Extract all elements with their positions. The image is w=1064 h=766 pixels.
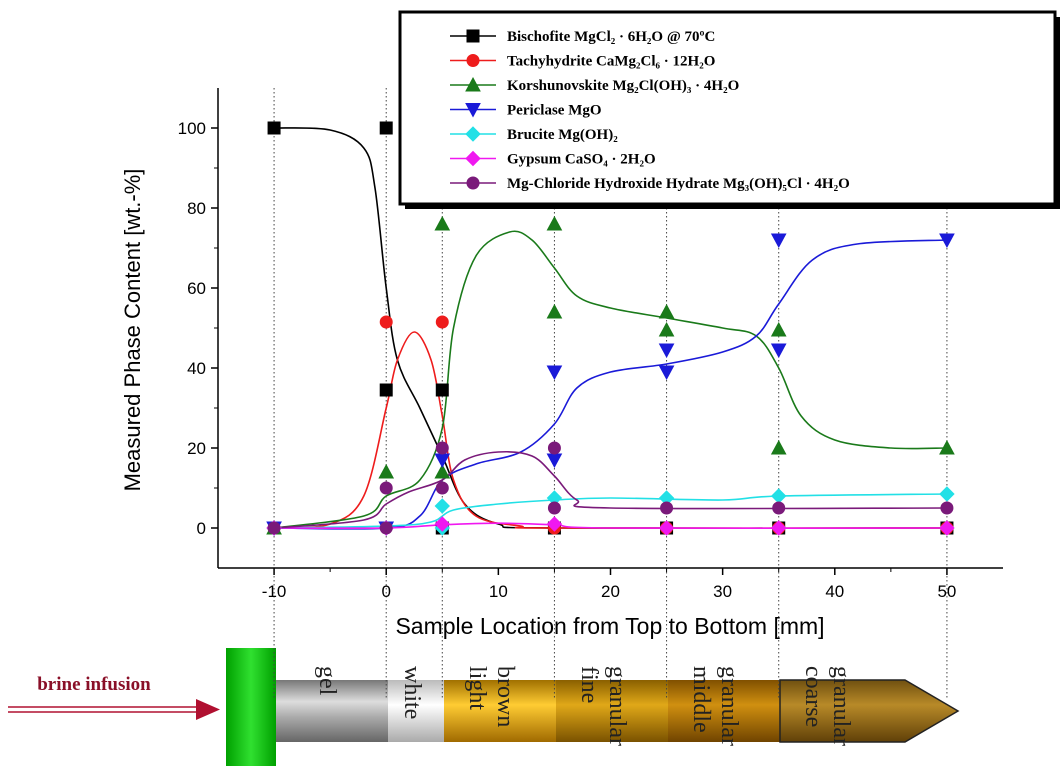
marker (379, 121, 393, 135)
marker (465, 126, 481, 142)
marker (940, 501, 954, 515)
x-tick-label: 20 (601, 582, 620, 601)
x-tick-label: -10 (262, 582, 287, 601)
legend-label: Korshunovskite Mg₂Cl(OH)₃ · 4H₂O (507, 78, 739, 94)
rod-cap (226, 648, 276, 766)
legend-box (398, 10, 1057, 206)
sample-rod: brine infusion gel white light brown fine gra… (8, 648, 960, 766)
marker (434, 498, 450, 514)
x-tick-label: 40 (825, 582, 844, 601)
y-tick-label: 0 (197, 519, 206, 538)
legend-label: Mg-Chloride Hydroxide Hydrate Mg₃(OH)₅Cl… (507, 176, 850, 192)
y-tick-label: 60 (187, 279, 206, 298)
zone-gel (276, 680, 388, 742)
x-tick-label: 30 (713, 582, 732, 601)
marker (939, 233, 955, 249)
zone-fine (556, 680, 668, 742)
marker (267, 521, 281, 535)
marker (379, 383, 393, 397)
zone-label: fine (576, 666, 602, 703)
x-tick-label: 0 (381, 582, 390, 601)
zone-label: brown (492, 666, 518, 727)
x-tick-label: 10 (489, 582, 508, 601)
zone-label: coarse (800, 666, 826, 727)
fit-curve (274, 493, 947, 529)
marker (770, 439, 787, 455)
fit-curve (274, 450, 947, 529)
zone-middle (668, 680, 780, 742)
marker (379, 521, 393, 535)
rod-label: brine infusion (37, 674, 151, 695)
fit-curve (273, 230, 947, 529)
zone-label: middle (688, 666, 714, 733)
marker (546, 303, 563, 319)
marker (660, 501, 674, 515)
marker (547, 441, 561, 455)
marker (434, 516, 450, 532)
marker (770, 343, 787, 359)
marker (547, 501, 561, 515)
marker (465, 103, 481, 118)
marker (435, 441, 449, 455)
marker (379, 315, 393, 329)
y-tick-label: 80 (187, 199, 206, 218)
zone-label: granular (828, 666, 854, 746)
legend-label: Bischofite MgCl₂ · 6H₂O @ 70ºC (507, 29, 715, 45)
marker (435, 315, 449, 329)
marker (378, 463, 395, 479)
zone-white (388, 680, 444, 742)
zone-label: white (399, 666, 425, 719)
marker (939, 439, 955, 455)
marker (658, 321, 675, 337)
marker (434, 463, 451, 479)
zone-label: granular (604, 666, 630, 746)
marker (771, 488, 787, 504)
marker (435, 383, 449, 397)
marker (939, 520, 955, 536)
y-axis-title: Measured Phase Content [wt.-%] (120, 169, 145, 492)
legend: Bischofite MgCl₂ · 6H₂O @ 70ºC Tachyhydri… (398, 10, 1060, 209)
marker (658, 365, 675, 381)
marker (939, 486, 955, 502)
marker (546, 215, 563, 231)
x-axis-title: Sample Location from Top to Bottom [mm] (395, 613, 824, 639)
y-tick-label: 100 (178, 119, 206, 138)
zone-label: gel (314, 666, 340, 696)
marker (546, 516, 563, 532)
marker (658, 343, 675, 359)
arrow-head (196, 699, 220, 720)
marker (434, 453, 451, 469)
marker (466, 54, 480, 67)
marker (465, 76, 481, 92)
marker (770, 321, 787, 337)
zone-label: light (464, 666, 490, 710)
y-tick-label: 40 (187, 359, 206, 378)
marker (770, 233, 787, 249)
zone-coarse (779, 679, 960, 743)
marker (658, 303, 675, 319)
legend-label: Periclase MgO (507, 103, 602, 119)
legend-label: Brucite Mg(OH)₂ (507, 127, 618, 143)
marker (771, 520, 787, 536)
marker (465, 150, 481, 167)
marker (466, 176, 480, 190)
marker (379, 481, 393, 495)
marker (434, 215, 451, 231)
marker (546, 453, 563, 469)
zone-label: granular (716, 666, 742, 746)
marker (546, 365, 563, 381)
marker (772, 501, 786, 515)
marker (267, 121, 281, 135)
x-tick-label: 50 (937, 582, 956, 601)
fit-curve (274, 239, 947, 530)
marker (466, 29, 480, 43)
y-tick-label: 20 (187, 439, 206, 458)
marker (435, 481, 449, 495)
marker (658, 520, 675, 536)
legend-label: Gypsum CaSO₄ · 2H₂O (507, 152, 656, 168)
zone-light-brown (444, 680, 556, 742)
legend-label: Tachyhydrite CaMg₂Cl₆ · 12H₂O (507, 54, 715, 70)
